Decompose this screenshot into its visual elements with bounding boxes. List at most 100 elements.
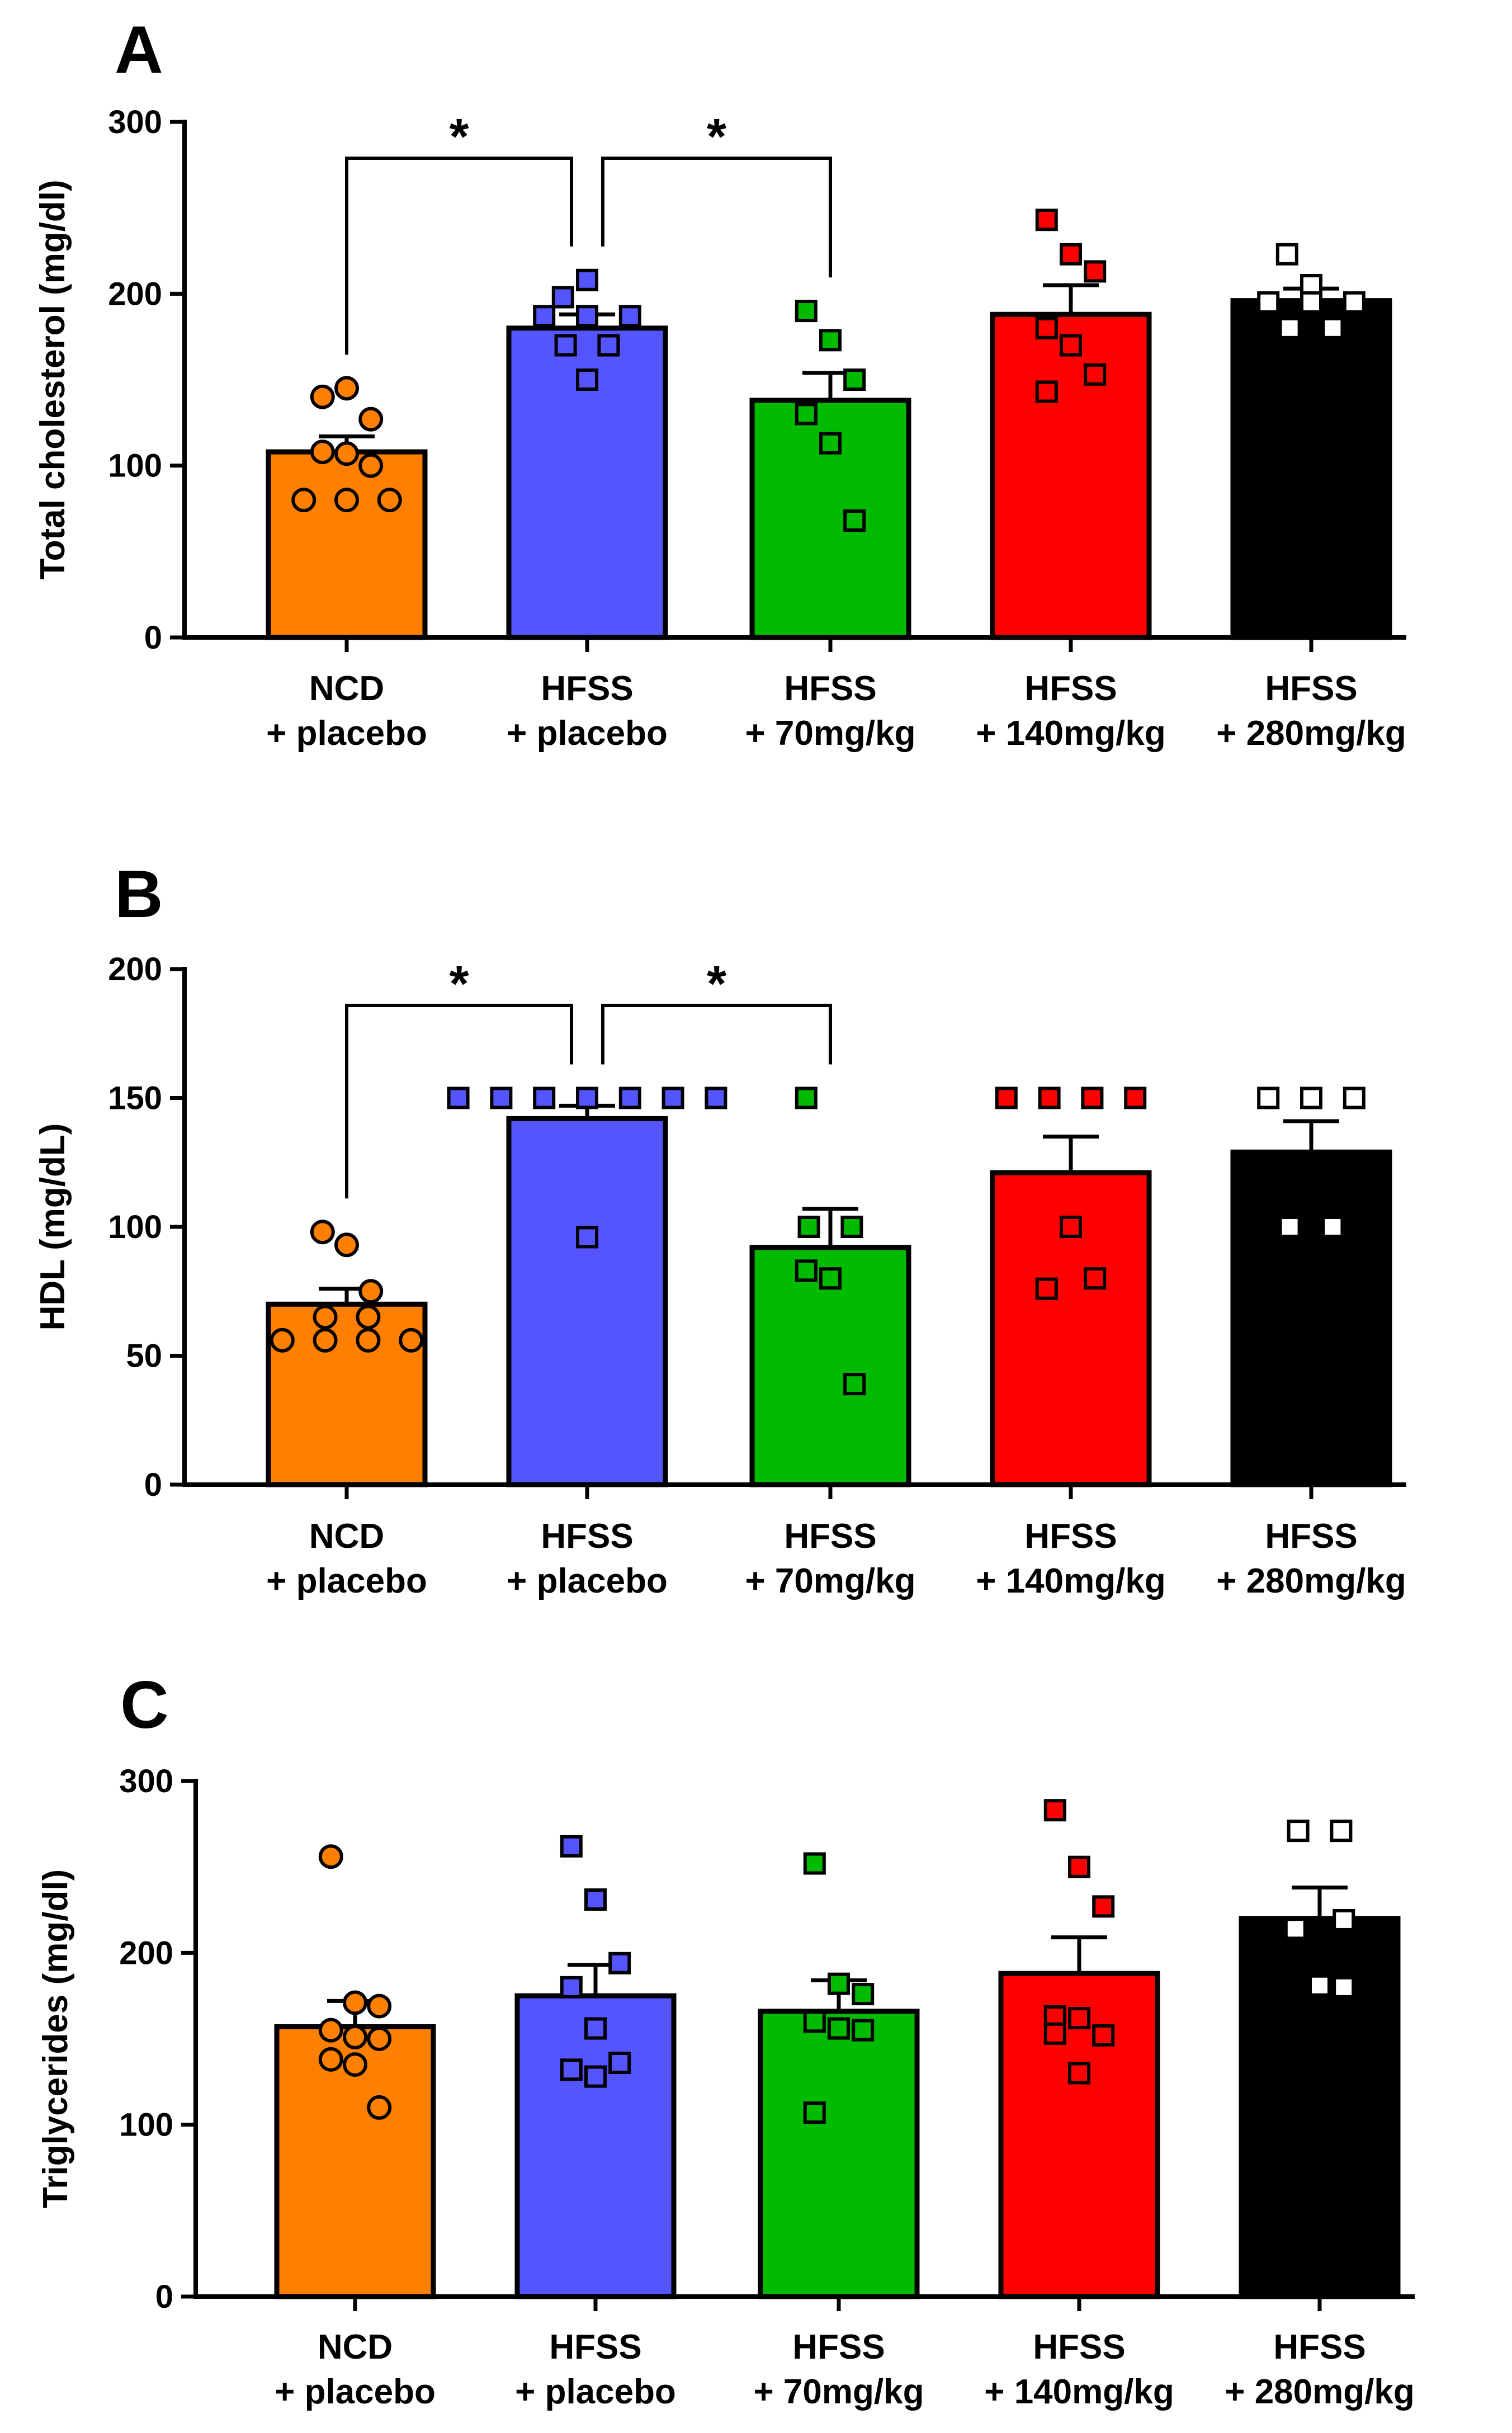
data-point: [1081, 1086, 1104, 1109]
data-point: [367, 2095, 392, 2120]
data-point: [1124, 1086, 1147, 1109]
y-tick-label: 0: [155, 2279, 173, 2315]
significance-bracket: [345, 157, 573, 355]
data-point: [334, 488, 359, 513]
bar-5: [1230, 298, 1392, 640]
y-tick-label: 200: [119, 1935, 173, 1971]
panel-letter: A: [115, 12, 163, 87]
data-point: [1068, 2062, 1090, 2085]
data-point: [533, 1086, 556, 1109]
data-point: [852, 1983, 875, 2006]
y-axis-label: Total cholesterol (mg/dl): [34, 179, 72, 579]
x-tick-label-line1: HFSS: [1273, 2328, 1365, 2366]
x-tick-label-line1: NCD: [309, 1517, 384, 1556]
data-point: [1278, 316, 1301, 339]
x-tick-label-line2: + 280mg/kg: [1216, 714, 1406, 753]
data-point: [1060, 1216, 1082, 1238]
data-point: [797, 1216, 820, 1238]
significance-bracket: [601, 1004, 832, 1065]
chart-panel-c: C Triglycerides (mg/dl) 0 100 200 300 NCD + pla…: [36, 1667, 1415, 2411]
significance-bracket: [345, 1004, 573, 1199]
data-point: [1043, 1799, 1066, 1822]
data-point: [576, 369, 598, 391]
data-point: [551, 286, 574, 309]
panel-letter: B: [115, 857, 163, 932]
data-point: [576, 1086, 598, 1109]
data-point: [1300, 291, 1322, 314]
data-point: [1035, 316, 1058, 339]
data-point: [1343, 1086, 1365, 1109]
data-point: [597, 334, 620, 357]
bar-5: [1230, 1149, 1392, 1487]
data-point: [803, 2010, 826, 2033]
x-tick-label-line2: + 280mg/kg: [1216, 1562, 1406, 1600]
y-tick-label: 100: [119, 2107, 173, 2143]
data-point: [358, 1279, 384, 1304]
data-point: [1330, 1820, 1353, 1843]
data-point: [310, 384, 335, 409]
data-point: [356, 1305, 381, 1330]
significance-bracket: [601, 157, 832, 278]
data-point: [618, 1086, 641, 1109]
x-tick-label-line1: HFSS: [784, 1517, 876, 1556]
x-tick-label-line1: HFSS: [541, 669, 633, 708]
x-tick-label-line1: HFSS: [784, 669, 876, 708]
data-point: [1308, 1974, 1331, 1997]
data-point: [795, 300, 818, 323]
y-tick-label: 0: [144, 1467, 162, 1503]
data-point: [803, 1852, 826, 1875]
x-tick-label-line2: + 140mg/kg: [976, 1562, 1165, 1600]
data-point: [1068, 2007, 1090, 2030]
data-point: [843, 1373, 866, 1396]
y-tick-label: 300: [108, 104, 162, 140]
data-point: [1333, 1976, 1355, 1999]
data-point: [343, 2052, 367, 2077]
data-point: [852, 2019, 875, 2042]
data-point: [584, 2065, 607, 2088]
data-point: [533, 305, 556, 328]
data-point: [828, 2017, 850, 2040]
y-tick-label: 0: [144, 620, 162, 656]
data-point: [576, 268, 598, 291]
x-tick-label-line1: HFSS: [1033, 2328, 1125, 2366]
x-tick-label-line2: + placebo: [515, 2373, 676, 2411]
data-point: [318, 1844, 343, 1869]
data-point: [819, 329, 842, 352]
data-point: [608, 2052, 631, 2075]
bar-3: [758, 2009, 920, 2299]
x-tick-label-line1: NCD: [309, 669, 384, 708]
x-tick-label-line2: + 280mg/kg: [1225, 2373, 1414, 2411]
data-point: [1287, 1820, 1310, 1843]
data-point: [310, 440, 335, 465]
bar-1: [266, 449, 428, 640]
x-tick-label-line2: + 70mg/kg: [745, 1562, 916, 1600]
data-point: [1257, 1086, 1280, 1109]
data-point: [310, 1220, 335, 1245]
data-point: [1321, 1216, 1344, 1238]
data-point: [1321, 316, 1344, 339]
significance-label: *: [449, 109, 469, 165]
data-point: [358, 453, 384, 478]
y-tick-label: 150: [108, 1080, 162, 1117]
data-point: [313, 1327, 338, 1353]
data-point: [1275, 243, 1298, 266]
data-point: [662, 1086, 684, 1109]
data-point: [1038, 1086, 1061, 1109]
data-point: [560, 2058, 583, 2081]
data-point: [1278, 1216, 1301, 1238]
data-point: [843, 509, 866, 532]
data-point: [447, 1086, 470, 1109]
data-point: [1060, 243, 1082, 266]
data-point: [560, 1835, 583, 1858]
data-point: [803, 2101, 826, 2124]
data-point: [1092, 2024, 1115, 2047]
x-tick-label-line1: HFSS: [792, 2328, 885, 2366]
data-point: [377, 488, 402, 513]
data-point: [1257, 291, 1280, 314]
chart-panel-a: A Total cholesterol (mg/dl) 0 100 200 300 NCD +…: [34, 12, 1406, 753]
data-point: [399, 1327, 424, 1353]
data-point: [1043, 2022, 1066, 2045]
y-tick-label: 100: [108, 1209, 162, 1245]
x-tick-label-line2: + placebo: [275, 2373, 436, 2411]
